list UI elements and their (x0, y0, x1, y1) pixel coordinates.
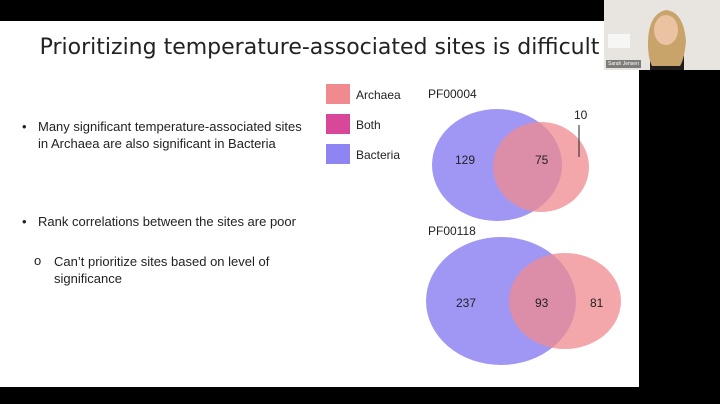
venn1-both-count: 75 (535, 153, 549, 167)
venn-diagrams (426, 109, 621, 365)
presentation-slide: Prioritizing temperature-associated site… (0, 21, 639, 387)
sub-bullet-item: o Can’t prioritize sites based on level … (34, 253, 314, 287)
legend-label: Archaea (356, 88, 401, 102)
venn1-title: PF00004 (428, 87, 477, 101)
legend-label: Bacteria (356, 148, 401, 162)
presenter-video (604, 0, 720, 70)
bullet-marker: • (22, 214, 27, 229)
venn2-archaea-count: 81 (590, 296, 604, 310)
venn2-title: PF00118 (428, 224, 476, 238)
venn1-archaea-count: 10 (574, 108, 588, 122)
webcam-thumbnail[interactable]: Sarah Jensen (604, 0, 720, 70)
venn2-bacteria-count: 237 (456, 296, 477, 310)
bullet-text: Rank correlations between the sites are … (38, 214, 296, 229)
sub-bullet-marker: o (34, 253, 42, 268)
slide-title: Prioritizing temperature-associated site… (39, 35, 600, 60)
both-swatch (326, 114, 350, 134)
archaea-swatch (326, 84, 350, 104)
venn2-archaea-circle (509, 253, 621, 349)
bullet-item: • Rank correlations between the sites ar… (22, 213, 312, 230)
bacteria-swatch (326, 144, 350, 164)
participant-name: Sarah Jensen (606, 60, 641, 68)
venn2-both-count: 93 (535, 296, 549, 310)
bullet-item: • Many significant temperature-associate… (22, 118, 312, 152)
legend-label: Both (356, 118, 381, 132)
sub-bullet-text: Can’t prioritize sites based on level of… (54, 254, 270, 286)
venn1-archaea-circle (493, 122, 589, 212)
venn1-bacteria-count: 129 (455, 153, 476, 167)
bullet-marker: • (22, 119, 27, 134)
bullet-text: Many significant temperature-associated … (38, 119, 302, 151)
